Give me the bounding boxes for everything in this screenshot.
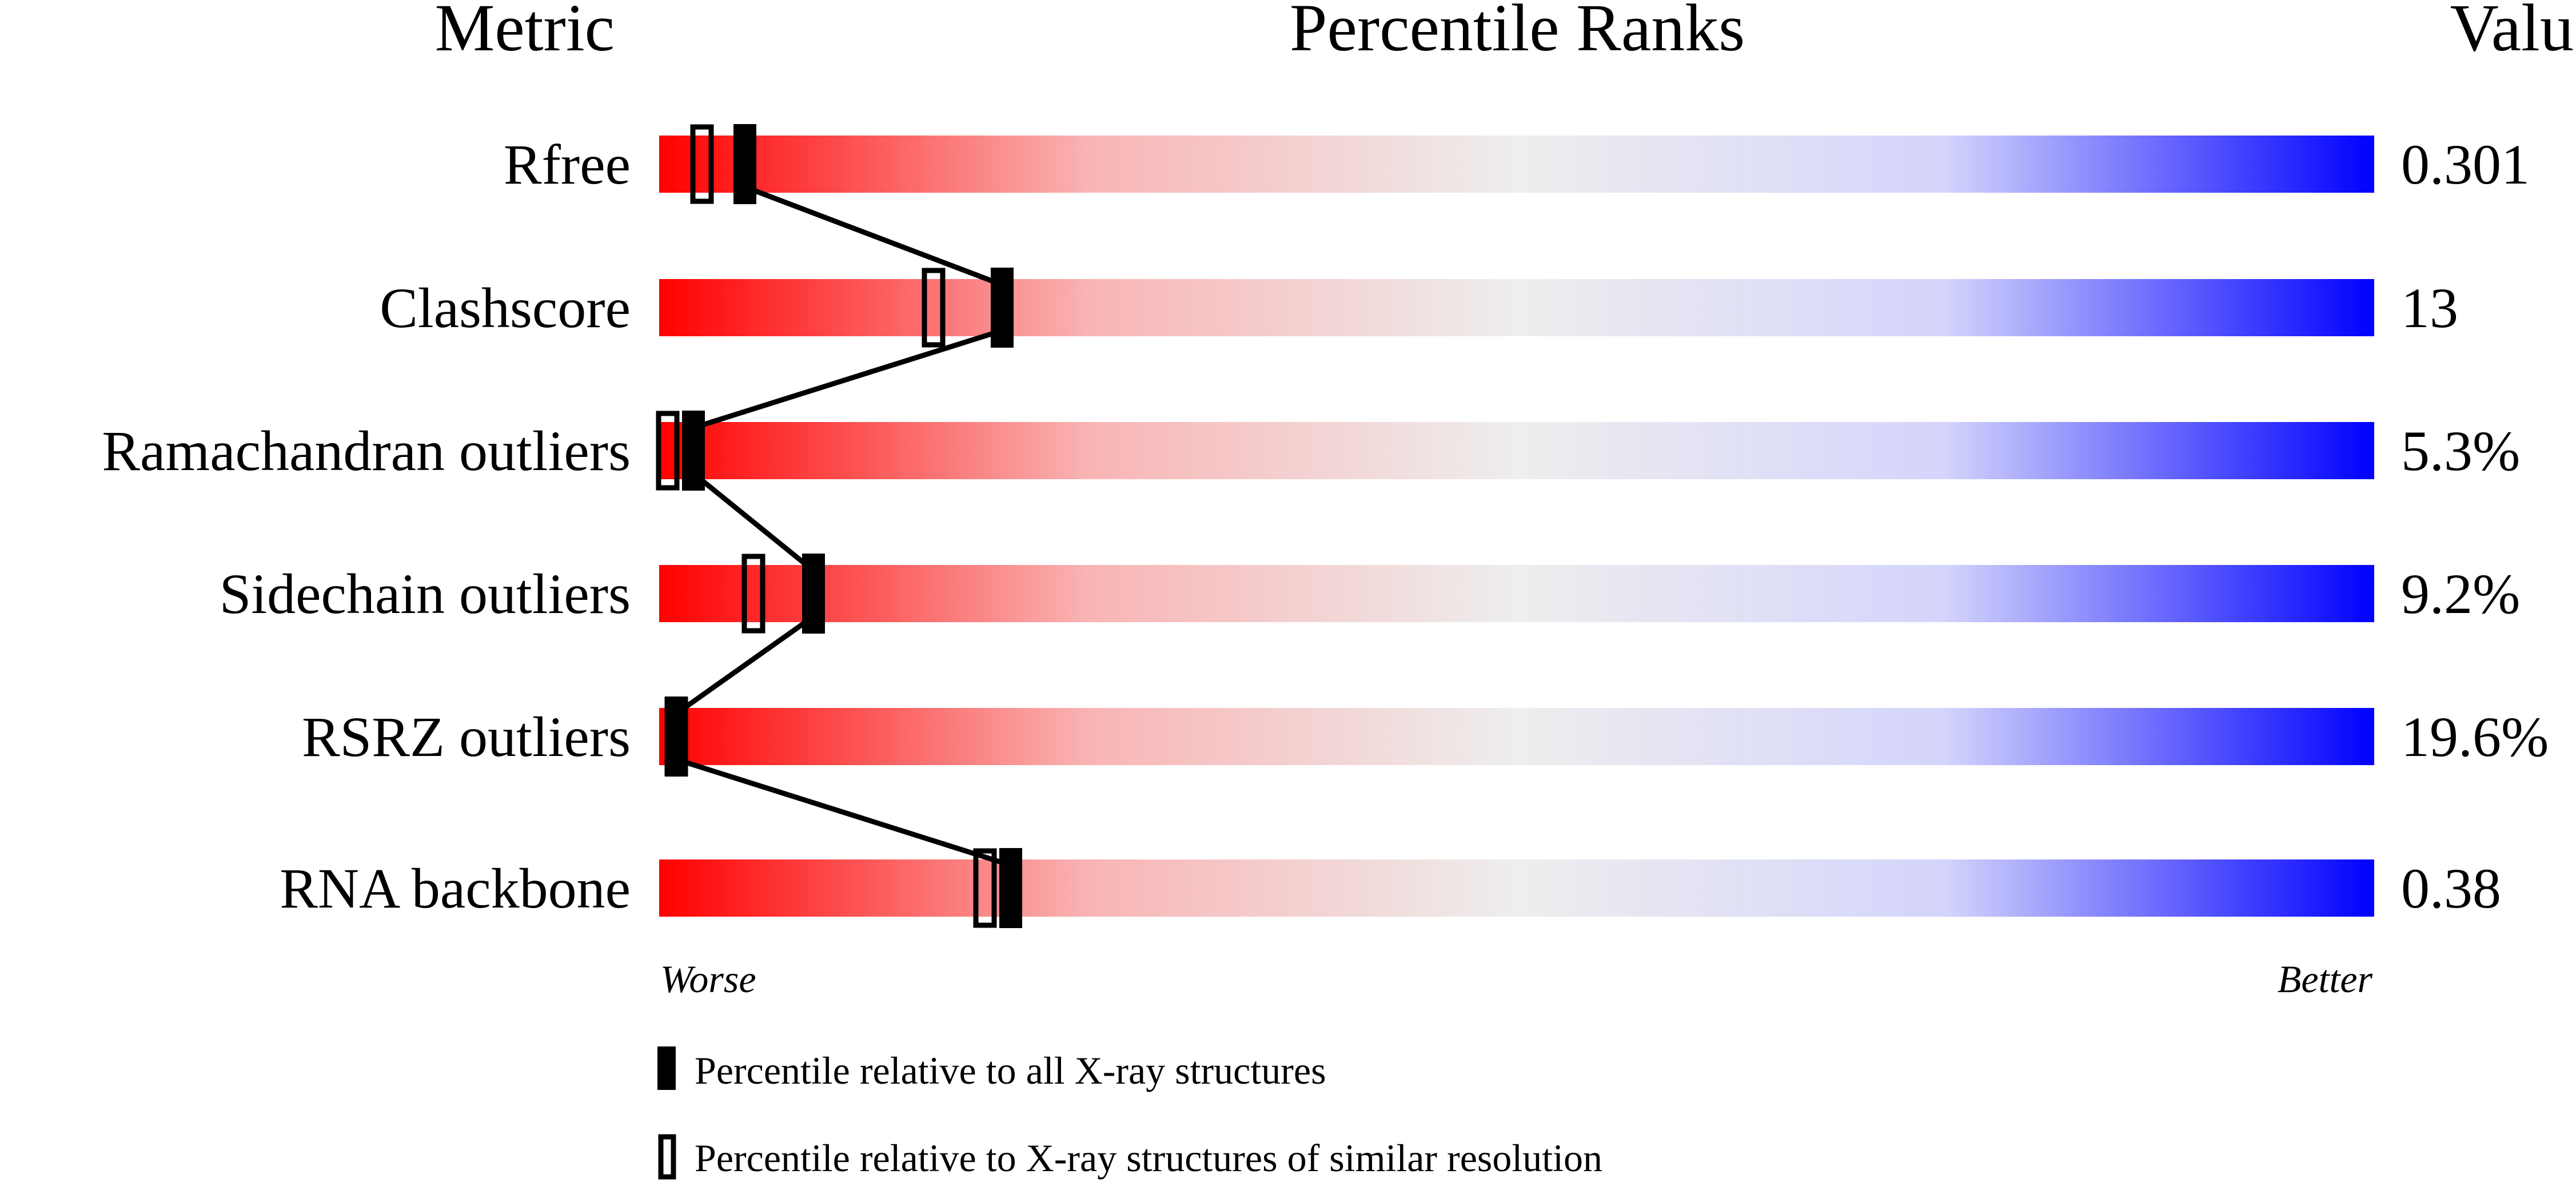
marker-all-structures — [665, 697, 688, 777]
percentile-bar — [659, 708, 2374, 765]
percentile-bar — [659, 279, 2374, 336]
marker-all-structures — [802, 554, 825, 634]
metric-label: Rfree — [504, 133, 631, 196]
marker-similar-resolution — [973, 848, 997, 928]
metric-value: 19.6% — [2401, 705, 2549, 769]
metric-value: 5.3% — [2401, 419, 2520, 483]
marker-similar-resolution — [690, 124, 714, 204]
connector-line — [692, 471, 815, 573]
marker-similar-resolution — [922, 268, 946, 348]
connector-line — [675, 757, 1012, 868]
marker-similar-resolution — [741, 554, 765, 634]
metric-label: Clashscore — [380, 276, 631, 340]
percentile-bar — [659, 136, 2374, 193]
metric-label: RSRZ outliers — [302, 705, 631, 769]
marker-all-structures — [999, 848, 1022, 928]
metric-value: 9.2% — [2401, 562, 2520, 626]
marker-all-structures — [682, 411, 705, 491]
metric-label: RNA backbone — [280, 857, 631, 920]
percentile-bar — [659, 859, 2374, 917]
percentile-bar — [659, 565, 2374, 622]
metric-value: 0.301 — [2401, 133, 2530, 196]
percentile-bar — [659, 422, 2374, 479]
metric-value: 0.38 — [2401, 857, 2501, 920]
legend-open-label: Percentile relative to X-ray structures … — [695, 1136, 1602, 1180]
connector-line — [744, 184, 1003, 288]
connector-line — [692, 328, 1003, 431]
header-value: Value — [2450, 0, 2576, 65]
axis-better-label: Better — [2278, 957, 2373, 1001]
metric-label: Ramachandran outliers — [102, 419, 631, 483]
axis-worse-label: Worse — [660, 957, 756, 1001]
marker-all-structures — [733, 124, 756, 204]
metric-value: 13 — [2401, 276, 2458, 340]
connector-line — [675, 614, 815, 716]
legend-filled-label: Percentile relative to all X-ray structu… — [695, 1049, 1326, 1092]
marker-all-structures — [991, 268, 1014, 348]
legend-open-marker — [658, 1134, 676, 1180]
metric-label: Sidechain outliers — [220, 562, 631, 626]
legend-filled-marker — [657, 1046, 676, 1090]
header-percentile-ranks: Percentile Ranks — [1290, 0, 1745, 65]
marker-similar-resolution — [656, 411, 680, 491]
header-metric: Metric — [434, 0, 615, 65]
